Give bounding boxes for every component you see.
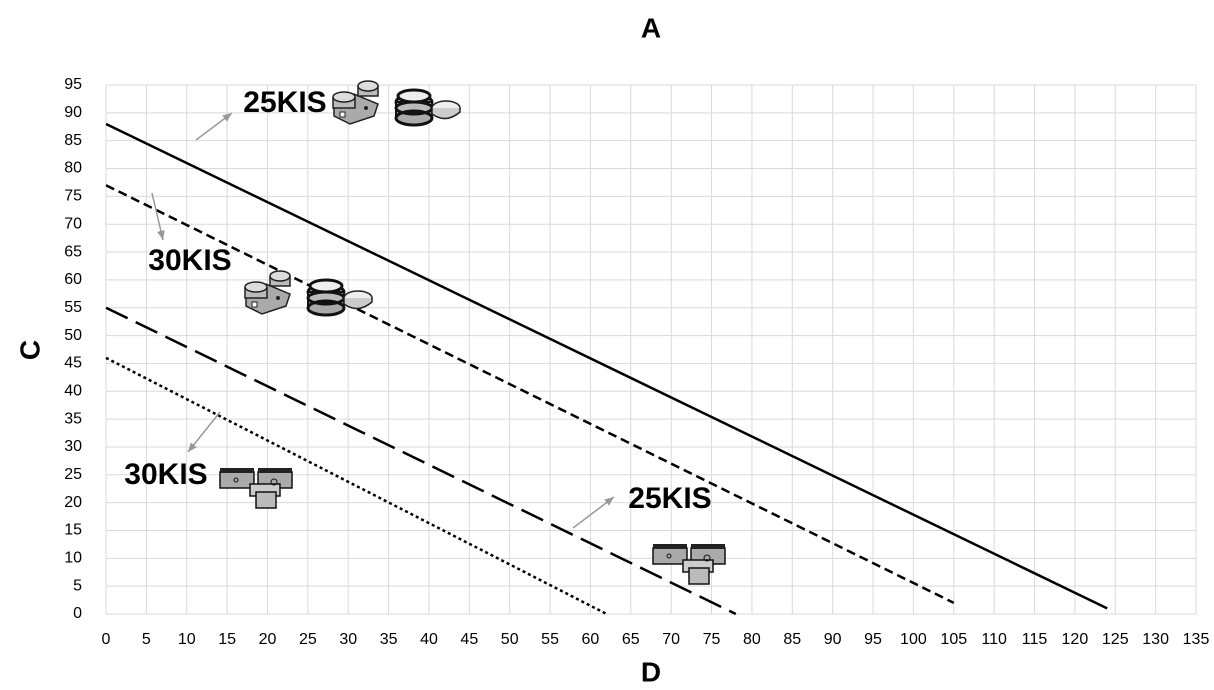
y-tick-label: 80 xyxy=(64,160,82,177)
x-tick-label: 40 xyxy=(420,631,438,648)
annotations: 25KIS 30KIS 30KIS 25KIS xyxy=(124,86,712,529)
x-tick-label: 105 xyxy=(940,631,967,648)
line-series xyxy=(105,122,1108,610)
y-tick-label: 95 xyxy=(64,76,82,93)
chart-title: A xyxy=(641,12,661,43)
x-tick-label: 0 xyxy=(102,631,111,648)
product-icon xyxy=(652,543,726,585)
y-tick-label: 45 xyxy=(64,355,82,372)
x-tick-label: 30 xyxy=(339,631,357,648)
y-tick-label: 85 xyxy=(64,132,82,149)
x-axis-label: D xyxy=(641,656,661,687)
line-series xyxy=(105,306,737,616)
line-series xyxy=(105,356,608,616)
product-icon xyxy=(331,79,462,127)
y-tick-label: 15 xyxy=(64,522,82,539)
line-series xyxy=(105,184,955,604)
annotation: 25KIS xyxy=(243,86,326,119)
y-tick-label: 65 xyxy=(64,243,82,260)
product-icon xyxy=(243,269,374,317)
x-tick-label: 80 xyxy=(743,631,761,648)
y-tick-label: 60 xyxy=(64,271,82,288)
x-tick-label: 70 xyxy=(662,631,680,648)
arrow-head xyxy=(604,497,614,506)
annotation: 30KIS xyxy=(124,458,207,491)
y-tick-label: 55 xyxy=(64,299,82,316)
x-tick-label: 100 xyxy=(900,631,927,648)
annotation: 30KIS xyxy=(148,244,231,277)
y-tick-label: 5 xyxy=(73,577,82,594)
x-tick-label: 35 xyxy=(380,631,398,648)
y-tick-label: 30 xyxy=(64,438,82,455)
arrow-head xyxy=(222,113,232,122)
y-tick-label: 35 xyxy=(64,410,82,427)
annotation: 25KIS xyxy=(628,482,711,515)
y-tick-label: 40 xyxy=(64,382,82,399)
y-tick-label: 0 xyxy=(73,605,82,622)
x-tick-label: 15 xyxy=(218,631,236,648)
x-tick-label: 135 xyxy=(1183,631,1210,648)
x-tick-label: 110 xyxy=(981,631,1007,648)
x-tick-label: 5 xyxy=(142,631,151,648)
y-tick-label: 90 xyxy=(64,104,82,121)
y-tick-label: 75 xyxy=(64,188,82,205)
x-tick-label: 95 xyxy=(864,631,882,648)
y-axis-label: C xyxy=(14,340,45,360)
arrow-head xyxy=(157,230,165,240)
x-tick-label: 45 xyxy=(460,631,478,648)
product-icon xyxy=(219,467,293,509)
y-tick-label: 50 xyxy=(64,327,82,344)
y-tick-label: 25 xyxy=(64,466,82,483)
x-tick-label: 25 xyxy=(299,631,317,648)
y-tick-label: 20 xyxy=(64,494,82,511)
x-tick-label: 10 xyxy=(178,631,196,648)
x-tick-label: 125 xyxy=(1102,631,1129,648)
x-tick-label: 75 xyxy=(703,631,721,648)
x-tick-label: 90 xyxy=(824,631,842,648)
x-tick-label: 115 xyxy=(1022,631,1048,648)
y-tick-label: 70 xyxy=(64,215,82,232)
y-tick-label: 10 xyxy=(64,550,82,567)
x-tick-label: 50 xyxy=(501,631,519,648)
x-tick-label: 65 xyxy=(622,631,640,648)
x-tick-label: 60 xyxy=(582,631,600,648)
x-tick-label: 55 xyxy=(541,631,559,648)
arrow-head xyxy=(188,442,197,452)
x-tick-label: 130 xyxy=(1142,631,1169,648)
lines xyxy=(105,122,1108,616)
grid: 0 5 10 15 20 25 30 35 40 45 50 55 60 65 70 75 80 85 90 95 0 5… xyxy=(64,76,1209,648)
x-tick-label: 85 xyxy=(783,631,801,648)
x-tick-label: 120 xyxy=(1062,631,1089,648)
x-tick-label: 20 xyxy=(259,631,277,648)
